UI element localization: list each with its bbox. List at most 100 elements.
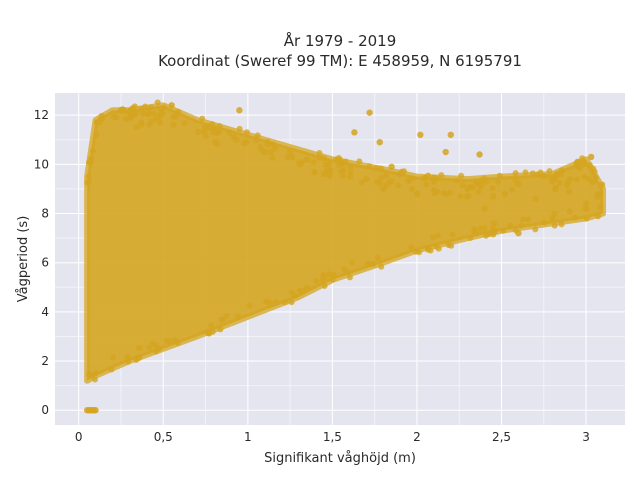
data-point bbox=[367, 260, 374, 267]
data-point bbox=[299, 287, 306, 294]
x-tick-label: 0,5 bbox=[154, 430, 173, 444]
data-point bbox=[303, 156, 311, 163]
data-point bbox=[589, 179, 596, 186]
data-point bbox=[373, 165, 380, 172]
data-point bbox=[434, 188, 441, 195]
data-point bbox=[340, 167, 347, 174]
data-point bbox=[138, 121, 145, 128]
data-point bbox=[546, 168, 553, 175]
data-point bbox=[264, 298, 271, 305]
data-point bbox=[174, 339, 181, 346]
data-point bbox=[349, 259, 356, 266]
data-point bbox=[408, 185, 415, 192]
data-point bbox=[90, 148, 97, 155]
data-point bbox=[85, 173, 92, 180]
data-point bbox=[145, 110, 152, 117]
data-point bbox=[582, 205, 589, 212]
data-point bbox=[264, 141, 271, 148]
data-point bbox=[483, 232, 490, 239]
data-point bbox=[288, 299, 295, 306]
data-point bbox=[556, 180, 563, 187]
data-point bbox=[209, 121, 216, 128]
data-point bbox=[136, 354, 143, 361]
data-point bbox=[508, 186, 515, 193]
data-point bbox=[320, 155, 327, 162]
data-point bbox=[216, 123, 223, 130]
data-point bbox=[160, 104, 167, 111]
data-point bbox=[573, 176, 580, 183]
y-tick-label: 8 bbox=[41, 207, 49, 221]
data-point bbox=[310, 159, 317, 166]
data-point bbox=[223, 313, 230, 320]
data-point bbox=[443, 190, 450, 197]
data-point bbox=[269, 141, 277, 148]
data-point bbox=[133, 109, 140, 116]
data-point bbox=[148, 118, 155, 125]
data-point bbox=[587, 153, 595, 161]
x-tick-label: 1,5 bbox=[323, 430, 342, 444]
y-tick-label: 10 bbox=[34, 157, 49, 171]
data-point bbox=[153, 348, 160, 355]
data-point bbox=[549, 215, 556, 222]
data-point bbox=[93, 119, 100, 126]
data-point bbox=[358, 179, 365, 186]
data-point bbox=[85, 178, 92, 185]
data-point bbox=[464, 193, 471, 200]
data-point bbox=[366, 109, 373, 116]
data-point bbox=[243, 129, 250, 136]
data-point bbox=[552, 186, 559, 193]
data-point bbox=[595, 213, 602, 220]
data-point bbox=[471, 226, 478, 233]
data-point bbox=[366, 163, 373, 170]
data-point bbox=[226, 129, 233, 136]
data-point bbox=[489, 185, 496, 192]
data-point bbox=[481, 224, 488, 231]
data-point bbox=[430, 234, 437, 241]
data-point bbox=[537, 169, 544, 176]
data-point bbox=[464, 185, 471, 193]
data-point bbox=[126, 109, 133, 116]
data-point bbox=[233, 136, 240, 143]
data-point bbox=[467, 235, 474, 242]
data-point bbox=[91, 376, 98, 383]
tick-labels: 0 0,5 1 1,5 2 2,5 3 0 2 4 6 8 10 12 bbox=[34, 108, 590, 444]
data-point bbox=[125, 358, 132, 365]
data-points bbox=[83, 99, 607, 414]
data-point bbox=[292, 292, 299, 299]
data-point bbox=[138, 105, 145, 112]
data-point bbox=[146, 344, 153, 351]
data-point bbox=[408, 244, 415, 251]
data-point bbox=[489, 193, 497, 200]
chart-title-line-2: Koordinat (Sweref 99 TM): E 458959, N 61… bbox=[158, 52, 522, 70]
data-point bbox=[158, 110, 165, 117]
data-point bbox=[347, 163, 354, 170]
data-point bbox=[268, 149, 275, 156]
data-point bbox=[572, 214, 579, 221]
data-point bbox=[157, 119, 164, 126]
data-point bbox=[246, 302, 253, 309]
data-point bbox=[567, 176, 574, 183]
data-point bbox=[377, 175, 384, 182]
data-point bbox=[205, 124, 212, 131]
data-point bbox=[122, 116, 129, 123]
data-point bbox=[209, 328, 216, 335]
data-point bbox=[442, 148, 449, 156]
data-point bbox=[405, 177, 412, 184]
data-point bbox=[297, 161, 304, 168]
data-point bbox=[284, 154, 291, 161]
data-point bbox=[376, 138, 383, 146]
data-point bbox=[92, 407, 99, 414]
data-point bbox=[214, 141, 221, 148]
data-point bbox=[529, 170, 536, 177]
data-point bbox=[599, 181, 606, 188]
data-point bbox=[346, 274, 353, 281]
data-point bbox=[363, 175, 370, 183]
data-point bbox=[382, 172, 389, 179]
data-point bbox=[219, 316, 226, 323]
data-point bbox=[388, 163, 395, 170]
x-tick-label: 3 bbox=[582, 430, 590, 444]
data-point bbox=[596, 190, 603, 198]
data-point bbox=[551, 222, 558, 229]
data-point bbox=[356, 158, 363, 165]
data-point bbox=[236, 125, 243, 132]
